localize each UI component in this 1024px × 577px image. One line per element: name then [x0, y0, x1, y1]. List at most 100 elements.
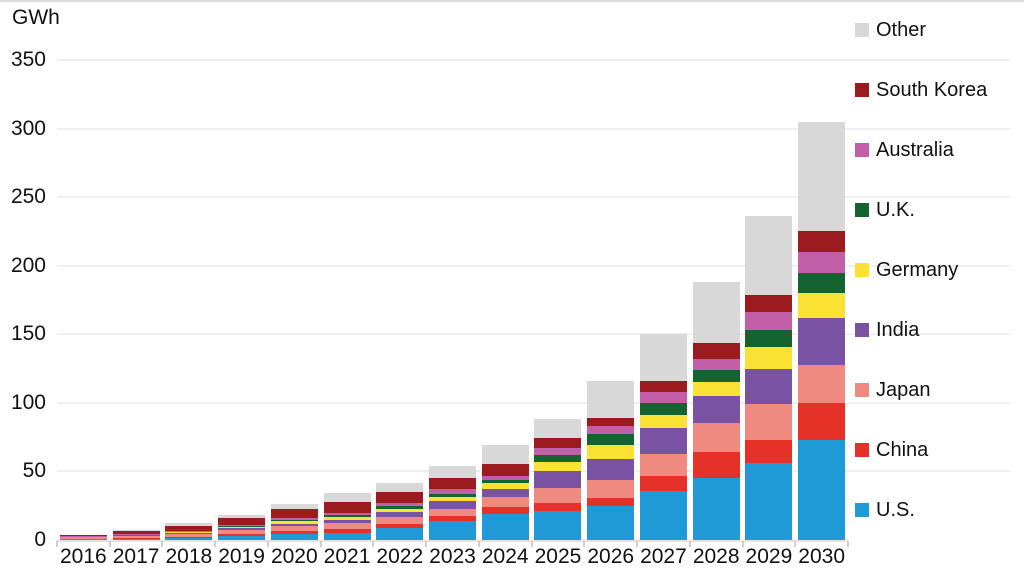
- bar-segment-india-2024: [481, 489, 529, 498]
- legend-swatch-germany: [855, 263, 869, 277]
- y-tick-label-300: 300: [10, 116, 46, 140]
- legend-item-germany: Germany: [855, 259, 958, 281]
- legend-item-china: China: [855, 439, 928, 461]
- bar-segment-australia-2030: [798, 252, 846, 273]
- x-axis-tick: [583, 541, 586, 547]
- bar-2028: [692, 282, 740, 540]
- bar-segment-south-korea-2017: [112, 531, 160, 535]
- bar-segment-other-2022: [376, 482, 424, 493]
- bar-segment-other-2028: [692, 282, 740, 343]
- y-tick-label-150: 150: [10, 322, 46, 346]
- bar-segment-china-2029: [745, 439, 793, 464]
- legend-swatch-china: [855, 443, 869, 457]
- gridline-200: [57, 264, 1010, 267]
- bar-segment-u-s-2024: [481, 513, 529, 540]
- legend-swatch-other: [855, 23, 869, 37]
- bar-segment-india-2023: [429, 501, 476, 509]
- bar-segment-south-korea-2026: [587, 418, 635, 427]
- legend: Other South Korea Australia U.K. Germany Indi…: [855, 0, 1020, 577]
- bar-segment-china-2017: [112, 537, 160, 539]
- bar-segment-germany-2017: [112, 534, 160, 536]
- x-tick-label-2018: 2018: [165, 545, 213, 568]
- bar-segment-australia-2017: [112, 534, 160, 535]
- bar-slot-2017: [110, 60, 163, 540]
- x-axis-tick: [372, 541, 375, 547]
- bar-slot-2028: [690, 60, 743, 540]
- bar-segment-australia-2021: [323, 512, 371, 515]
- x-tick-label-2027: 2027: [640, 545, 687, 568]
- bar-2019: [218, 515, 266, 540]
- bar-segment-china-2028: [692, 452, 740, 479]
- bar-segment-japan-2025: [534, 487, 582, 504]
- legend-swatch-u-k: [855, 203, 869, 217]
- bar-segment-india-2020: [270, 523, 318, 526]
- bar-segment-u-s-2021: [323, 532, 371, 540]
- bar-segment-germany-2027: [639, 415, 687, 428]
- bar-segment-japan-2022: [376, 517, 424, 525]
- bar-segment-india-2025: [534, 471, 582, 488]
- x-axis-tick: [161, 541, 164, 547]
- bar-slot-2024: [479, 60, 532, 540]
- bar-segment-china-2023: [429, 516, 476, 521]
- bar-segment-south-korea-2027: [639, 380, 687, 392]
- bar-segment-other-2026: [587, 381, 635, 419]
- x-tick-label-2019: 2019: [218, 545, 265, 568]
- gridline-350: [57, 59, 1010, 61]
- bar-segment-india-2021: [323, 519, 371, 523]
- bar-2016: [59, 534, 107, 540]
- bar-segment-germany-2029: [745, 346, 793, 369]
- bar-segment-germany-2028: [692, 382, 740, 397]
- x-tick-label-2030: 2030: [798, 545, 845, 568]
- bar-segment-australia-2022: [376, 503, 424, 506]
- bar-segment-india-2029: [745, 368, 793, 405]
- bar-slot-2019: [215, 60, 268, 540]
- bar-slot-2022: [373, 60, 426, 540]
- bar-segment-u-s-2022: [376, 527, 424, 540]
- bar-segment-south-korea-2022: [376, 492, 424, 504]
- legend-item-other: Other: [855, 19, 926, 41]
- bar-segment-australia-2029: [745, 312, 793, 331]
- bar-segment-japan-2026: [587, 479, 635, 498]
- bar-segment-australia-2024: [481, 475, 529, 480]
- bar-2024: [481, 445, 529, 540]
- bar-segment-germany-2024: [481, 483, 529, 490]
- bar-segment-india-2028: [692, 396, 740, 424]
- x-tick-label-2026: 2026: [587, 545, 635, 568]
- x-tick-label-2024: 2024: [481, 545, 529, 568]
- bar-2025: [534, 419, 582, 540]
- bar-segment-japan-2021: [323, 522, 371, 530]
- x-tick-label-2022: 2022: [376, 545, 424, 568]
- bar-slot-2027: [637, 60, 690, 540]
- x-axis-line: [56, 540, 848, 542]
- bar-segment-china-2027: [639, 475, 687, 491]
- bar-segment-china-2022: [376, 524, 424, 528]
- bar-segment-india-2027: [639, 427, 687, 454]
- bar-segment-u-s-2019: [218, 535, 266, 540]
- bar-segment-germany-2018: [165, 532, 213, 534]
- bar-segment-china-2025: [534, 503, 582, 512]
- x-axis-tick: [741, 541, 744, 547]
- bar-2027: [639, 334, 687, 540]
- bar-segment-japan-2029: [745, 404, 793, 440]
- bar-2017: [112, 530, 160, 540]
- bar-segment-other-2021: [323, 493, 371, 502]
- legend-item-australia: Australia: [855, 139, 954, 161]
- y-tick-label-100: 100: [10, 390, 46, 414]
- bar-2021: [323, 493, 371, 540]
- bar-slot-2029: [743, 60, 796, 540]
- bar-slot-2026: [584, 60, 637, 540]
- bar-segment-germany-2021: [323, 516, 371, 520]
- bar-segment-u-k-2028: [692, 370, 740, 383]
- bar-segment-japan-2028: [692, 423, 740, 453]
- bar-segment-australia-2019: [218, 524, 266, 527]
- bar-segment-other-2024: [481, 445, 529, 464]
- bar-segment-germany-2025: [534, 461, 582, 472]
- bar-segment-germany-2030: [798, 293, 846, 318]
- legend-item-india: India: [855, 319, 919, 341]
- bar-segment-u-k-2030: [798, 272, 846, 294]
- bar-segment-japan-2017: [112, 535, 160, 538]
- bar-segment-japan-2020: [270, 525, 318, 532]
- bar-segment-u-k-2020: [270, 520, 318, 522]
- y-tick-label-200: 200: [10, 253, 46, 277]
